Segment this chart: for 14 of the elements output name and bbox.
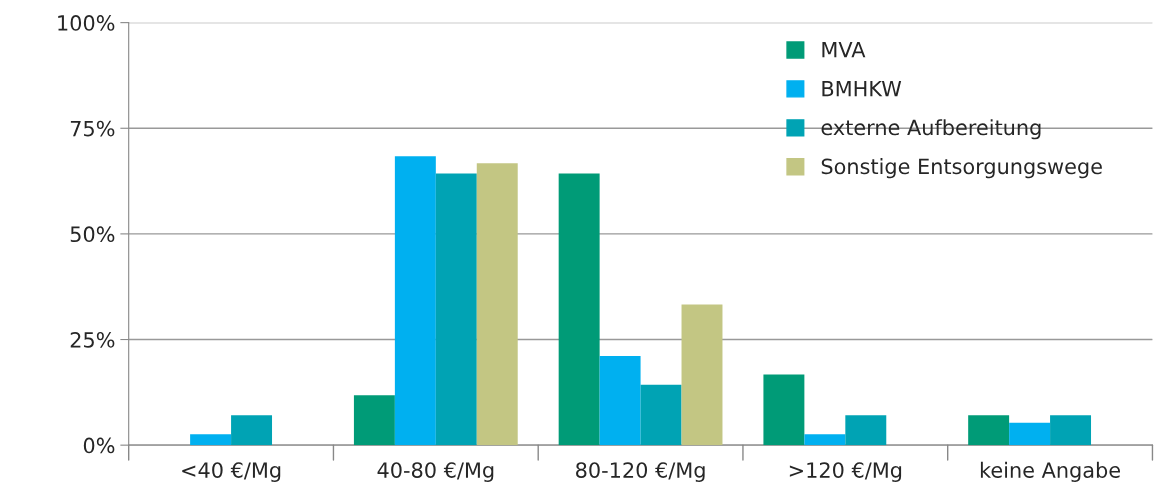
legend-label: Sonstige Entsorgungswege — [821, 158, 1102, 179]
y-tick-label: 0% — [83, 437, 115, 454]
legend-label: externe Aufbereitung — [821, 119, 1041, 140]
y-tick-label: 100% — [58, 15, 115, 31]
x-tick-label: 80-120 €/Mg — [576, 462, 705, 482]
x-tick-label: 40-80 €/Mg — [377, 462, 494, 482]
legend-label: BMHKW — [822, 80, 902, 97]
legend-label: MVA — [822, 42, 866, 58]
x-tick-label: <40 €/Mg — [182, 462, 281, 482]
x-tick-label: keine Angabe — [980, 461, 1120, 482]
y-tick-label: 25% — [70, 331, 115, 348]
x-tick-label: >120 €/Mg — [789, 462, 902, 482]
y-tick-label: 50% — [70, 226, 115, 243]
y-tick-label: 75% — [70, 120, 115, 137]
